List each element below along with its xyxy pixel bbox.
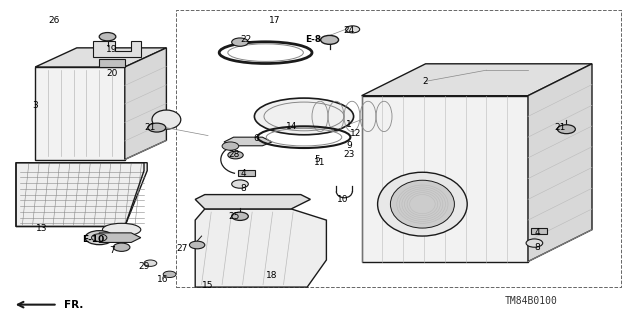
Text: 15: 15: [202, 281, 214, 290]
Polygon shape: [362, 96, 528, 262]
Text: E-10: E-10: [82, 235, 104, 244]
Ellipse shape: [152, 110, 181, 129]
Circle shape: [148, 123, 166, 132]
Polygon shape: [531, 228, 547, 234]
Circle shape: [557, 125, 575, 134]
Circle shape: [232, 180, 248, 188]
Text: TM84B0100: TM84B0100: [505, 296, 557, 307]
Polygon shape: [99, 233, 141, 242]
Text: 5: 5: [314, 155, 319, 164]
Circle shape: [232, 38, 248, 46]
Circle shape: [144, 260, 157, 266]
Text: 1: 1: [346, 120, 351, 129]
Circle shape: [113, 243, 130, 251]
Text: 20: 20: [106, 69, 118, 78]
Polygon shape: [195, 209, 326, 287]
Text: 25: 25: [228, 212, 239, 221]
Text: 21: 21: [145, 123, 156, 132]
Text: 21: 21: [554, 123, 566, 132]
Circle shape: [228, 151, 243, 159]
Text: 12: 12: [349, 130, 361, 138]
Circle shape: [85, 231, 113, 245]
Text: 18: 18: [266, 271, 278, 280]
Circle shape: [346, 26, 360, 33]
Circle shape: [321, 35, 339, 44]
Circle shape: [163, 271, 176, 278]
Circle shape: [189, 241, 205, 249]
Text: 24: 24: [343, 26, 355, 35]
Polygon shape: [238, 170, 255, 176]
Polygon shape: [35, 48, 166, 67]
Polygon shape: [224, 137, 272, 146]
Ellipse shape: [390, 180, 454, 228]
Text: FR.: FR.: [64, 300, 83, 310]
Text: 6: 6: [253, 134, 259, 143]
Text: 17: 17: [269, 16, 281, 25]
Text: 29: 29: [138, 262, 150, 271]
Text: 13: 13: [36, 224, 47, 233]
Polygon shape: [16, 163, 147, 226]
Ellipse shape: [378, 172, 467, 236]
Polygon shape: [93, 41, 141, 57]
Text: 10: 10: [337, 195, 348, 204]
Ellipse shape: [255, 98, 354, 135]
Text: 4: 4: [241, 169, 246, 178]
Text: 19: 19: [106, 45, 118, 54]
Text: 11: 11: [314, 158, 326, 167]
Text: 9: 9: [346, 141, 351, 150]
Text: 23: 23: [343, 150, 355, 159]
Text: 3: 3: [33, 101, 38, 110]
Polygon shape: [35, 67, 125, 160]
Circle shape: [232, 212, 248, 220]
Circle shape: [526, 239, 543, 247]
Text: 26: 26: [49, 16, 60, 25]
Text: 2: 2: [423, 77, 428, 86]
Polygon shape: [125, 48, 166, 160]
Text: 28: 28: [228, 150, 239, 159]
Ellipse shape: [102, 223, 141, 236]
Text: 7: 7: [109, 246, 115, 255]
Text: E-8: E-8: [305, 35, 322, 44]
Polygon shape: [195, 195, 310, 209]
Polygon shape: [99, 59, 125, 67]
Text: 16: 16: [157, 275, 169, 284]
Circle shape: [99, 33, 116, 41]
Text: 22: 22: [241, 35, 252, 44]
Polygon shape: [528, 64, 592, 262]
Text: 27: 27: [177, 244, 188, 253]
Circle shape: [92, 234, 107, 241]
Circle shape: [222, 142, 239, 150]
Text: 8: 8: [241, 184, 246, 193]
Text: 14: 14: [285, 122, 297, 130]
Text: 8: 8: [535, 243, 540, 252]
Polygon shape: [362, 64, 592, 96]
Text: 4: 4: [535, 228, 540, 237]
